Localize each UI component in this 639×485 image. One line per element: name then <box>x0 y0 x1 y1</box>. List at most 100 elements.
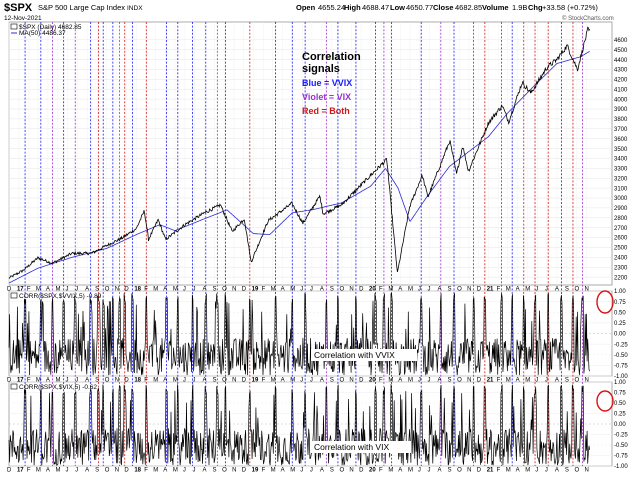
low-value: 4650.77 <box>406 3 433 12</box>
vvix-x-tick: J <box>418 378 421 384</box>
vvix-x-tick: 18 <box>134 378 141 384</box>
vix-x-tick: S <box>212 468 216 474</box>
vvix-x-tick: S <box>330 378 334 384</box>
price-x-tick: F <box>27 287 31 293</box>
price-x-tick: A <box>438 287 442 293</box>
vix-highlight-circle <box>596 390 614 412</box>
price-legend-line2: MA(50) 4486.37 <box>19 30 66 37</box>
vix-x-tick: J <box>428 468 431 474</box>
price-x-tick: F <box>262 287 266 293</box>
price-x-tick: A <box>555 287 559 293</box>
vix-y-tick: 0.00 <box>614 422 626 428</box>
chg-value: +33.58 (+0.72%) <box>542 3 598 12</box>
low-label: Low <box>390 3 405 12</box>
vix-x-tick: O <box>222 468 227 474</box>
price-y-tick: 2500 <box>614 246 628 252</box>
vvix-x-tick: N <box>584 378 588 384</box>
grid-layer <box>8 22 612 467</box>
vvix-x-tick: O <box>105 378 110 384</box>
vvix-y-tick: -1.00 <box>614 374 628 380</box>
series-layer <box>8 26 591 466</box>
vix-x-tick: D <box>7 468 12 474</box>
price-x-tick: F <box>379 287 383 293</box>
vvix-x-tick: N <box>115 378 119 384</box>
price-x-tick: N <box>467 287 471 293</box>
vix-x-tick: O <box>574 468 579 474</box>
header-name: S&P 500 Large Cap Index <box>38 3 125 12</box>
price-y-tick: 3200 <box>614 176 628 182</box>
price-x-tick: S <box>447 287 451 293</box>
vvix-x-tick: O <box>457 378 462 384</box>
vvix-y-tick: -0.25 <box>614 342 628 348</box>
vix-x-tick: F <box>27 468 31 474</box>
price-x-tick: O <box>105 287 110 293</box>
vvix-y-tick: 0.50 <box>614 310 626 316</box>
vvix-x-tick: M <box>271 378 276 384</box>
vix-x-tick: M <box>271 468 276 474</box>
vvix-panel-title-group: CORR($SPX,$VVIX,5) -0.89 <box>10 292 102 300</box>
price-legend: $SPX (Daily) 4682.85 MA(50) 4486.37 <box>10 23 82 37</box>
ma50-series-line <box>8 50 590 284</box>
high-label: High <box>344 3 361 12</box>
vvix-x-tick: J <box>535 378 538 384</box>
vvix-x-tick: D <box>124 378 129 384</box>
vvix-x-tick: D <box>477 378 482 384</box>
vix-x-tick: M <box>290 468 295 474</box>
price-x-tick: J <box>428 287 431 293</box>
vix-x-tick: S <box>95 468 99 474</box>
vix-x-tick: M <box>153 468 158 474</box>
vix-x-tick: F <box>379 468 383 474</box>
price-x-tick: J <box>75 287 78 293</box>
price-y-tick: 3000 <box>614 196 628 202</box>
price-x-tick: D <box>477 287 482 293</box>
vix-label: Correlation with VIX <box>314 442 389 452</box>
vvix-x-tick: M <box>153 378 158 384</box>
price-x-tick: N <box>584 287 588 293</box>
vix-legend-swatch <box>10 383 18 390</box>
vvix-x-tick: S <box>212 378 216 384</box>
vix-y-tick: -0.75 <box>614 454 628 460</box>
vvix-x-tick: 17 <box>17 378 24 384</box>
price-x-tick: M <box>153 287 158 293</box>
vix-x-tick: S <box>447 468 451 474</box>
vix-x-tick: 17 <box>17 468 24 474</box>
price-y-tick: 2300 <box>614 265 628 271</box>
vvix-x-tick: A <box>202 378 206 384</box>
price-y-tick: 2700 <box>614 226 628 232</box>
annotation-title: Correlation <box>302 51 361 63</box>
price-y-tick: 3700 <box>614 127 628 133</box>
price-x-tick: J <box>545 287 548 293</box>
vvix-x-tick: S <box>447 378 451 384</box>
price-legend-line1: $SPX (Daily) 4682.85 <box>19 24 82 31</box>
vix-x-tick: J <box>75 468 78 474</box>
price-x-tick: M <box>290 287 295 293</box>
price-x-tick: M <box>271 287 276 293</box>
vvix-x-tick: J <box>193 378 196 384</box>
vix-panel-title: CORR($SPX,$VIX,5) -0.62 <box>19 384 97 391</box>
price-x-tick: M <box>36 287 41 293</box>
vix-x-tick: A <box>202 468 206 474</box>
vvix-x-tick: F <box>379 378 383 384</box>
vvix-x-tick: D <box>359 378 364 384</box>
price-legend-swatch <box>10 23 18 30</box>
vvix-x-tick: M <box>388 378 393 384</box>
annotation-violet: Violet = VIX <box>302 92 351 102</box>
header-date: 12-Nov-2021 <box>4 15 42 22</box>
price-x-tick: J <box>300 287 303 293</box>
price-x-tick: M <box>56 287 61 293</box>
price-y-tick: 3100 <box>614 186 628 192</box>
price-x-tick: F <box>497 287 501 293</box>
price-x-tick: O <box>339 287 344 293</box>
price-y-tick: 3300 <box>614 167 628 173</box>
vix-x-tick: M <box>173 468 178 474</box>
price-y-tick: 3800 <box>614 117 628 123</box>
vvix-x-tick: M <box>290 378 295 384</box>
vix-x-tick: O <box>339 468 344 474</box>
price-x-tick: J <box>183 287 186 293</box>
vvix-label-bg <box>311 349 417 361</box>
vvix-x-tick: F <box>262 378 266 384</box>
vvix-x-tick: O <box>222 378 227 384</box>
vvix-x-tick: M <box>173 378 178 384</box>
watermark: © StockCharts.com <box>562 15 614 22</box>
vix-x-tick: 20 <box>369 468 376 474</box>
